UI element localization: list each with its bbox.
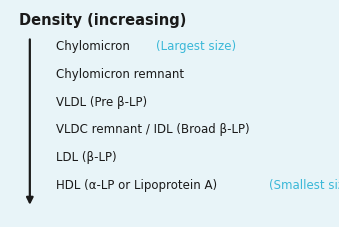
Text: LDL (β-LP): LDL (β-LP) <box>56 151 117 163</box>
Text: VLDC remnant / IDL (Broad β-LP): VLDC remnant / IDL (Broad β-LP) <box>56 123 250 136</box>
Text: (Largest size): (Largest size) <box>156 40 236 53</box>
Text: (Smallest size): (Smallest size) <box>269 178 339 191</box>
Text: Chylomicron: Chylomicron <box>56 40 134 53</box>
Text: VLDL (Pre β-LP): VLDL (Pre β-LP) <box>56 95 147 108</box>
Text: Density (increasing): Density (increasing) <box>19 12 186 27</box>
Text: HDL (α-LP or Lipoprotein A): HDL (α-LP or Lipoprotein A) <box>56 178 221 191</box>
Text: Chylomicron remnant: Chylomicron remnant <box>56 67 184 80</box>
